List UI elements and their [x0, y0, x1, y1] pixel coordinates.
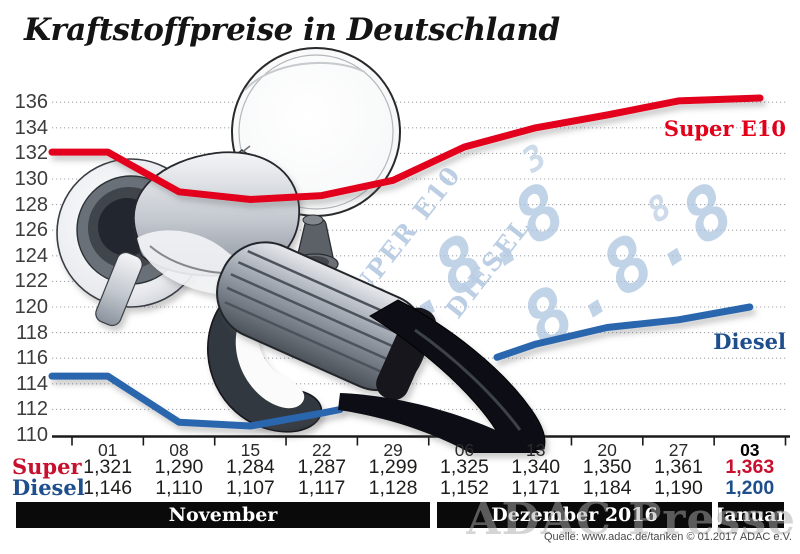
super-e10-line — [48, 94, 764, 203]
super-value: 1,321 — [83, 456, 133, 478]
super-value: 1,361 — [654, 456, 703, 478]
date-label: 01 — [97, 440, 118, 460]
y-tick-label: 112 — [16, 398, 48, 421]
diesel-value: 1,146 — [83, 477, 133, 499]
super-value: 1,340 — [511, 456, 561, 478]
super-value: 1,325 — [440, 456, 489, 478]
diesel-value: 1,117 — [298, 477, 346, 499]
source-credit: Quelle: www.adac.de/tanken © 01.2017 ADA… — [543, 531, 792, 543]
y-tick-label: 128 — [14, 193, 48, 216]
diesel-value: 1,184 — [582, 477, 632, 499]
y-tick-label: 120 — [14, 296, 48, 318]
y-tick-label: 124 — [14, 244, 48, 267]
super-value: 1,287 — [297, 456, 347, 478]
diesel-value: 1,107 — [225, 477, 275, 499]
month-band-november: November — [16, 502, 430, 528]
super-value: 1,363 — [725, 456, 775, 478]
month-band-november-label: November — [168, 504, 278, 526]
date-label: 08 — [169, 440, 189, 460]
diesel-value: 1,190 — [654, 477, 703, 499]
month-band-dezember: Dezember 2016 — [437, 502, 712, 528]
diesel-value: 1,171 — [511, 477, 561, 499]
y-tick-label: 118 — [16, 321, 48, 344]
y-tick-label: 130 — [14, 168, 48, 190]
y-tick-label: 136 — [14, 91, 48, 114]
super-row-label: Super — [12, 454, 82, 479]
diesel-value: 1,110 — [155, 477, 203, 499]
date-label: 06 — [454, 440, 475, 460]
date-label: 29 — [383, 440, 403, 460]
date-label: 22 — [311, 440, 332, 460]
nozzle-hose — [369, 299, 546, 453]
page-title: Kraftstoffpreise in Deutschland — [24, 12, 560, 48]
legend-super-e10: Super E10 — [663, 116, 786, 141]
super-value: 1,350 — [582, 456, 632, 478]
date-label: 15 — [240, 440, 261, 460]
diesel-value: 1,152 — [440, 477, 489, 499]
super-value: 1,284 — [225, 456, 275, 478]
date-label: 13 — [526, 440, 546, 460]
super-value: 1,290 — [154, 456, 204, 478]
date-label: 27 — [668, 440, 689, 460]
y-tick-label: 114 — [16, 372, 48, 395]
y-tick-label: 134 — [14, 116, 48, 139]
date-label: 03 — [740, 440, 760, 460]
month-band-januar-label: Januar — [715, 504, 787, 526]
month-band-dezember-label: Dezember 2016 — [491, 504, 658, 526]
y-tick-label: 126 — [14, 219, 48, 242]
diesel-row-label: Diesel — [12, 475, 85, 500]
legend-diesel: Diesel — [713, 329, 786, 354]
y-tick-label: 132 — [14, 142, 48, 165]
diesel-value: 1,200 — [725, 477, 775, 499]
diesel-line — [493, 303, 754, 361]
y-tick-label: 110 — [16, 424, 48, 446]
y-tick-label: 122 — [14, 270, 48, 293]
nozzle-grip — [216, 241, 546, 453]
super-value: 1,299 — [368, 456, 418, 478]
date-label: 20 — [597, 440, 617, 460]
month-band-januar: Januar — [715, 502, 787, 528]
diesel-value: 1,128 — [368, 477, 418, 499]
y-tick-label: 116 — [16, 347, 48, 370]
diesel-line — [48, 372, 344, 430]
